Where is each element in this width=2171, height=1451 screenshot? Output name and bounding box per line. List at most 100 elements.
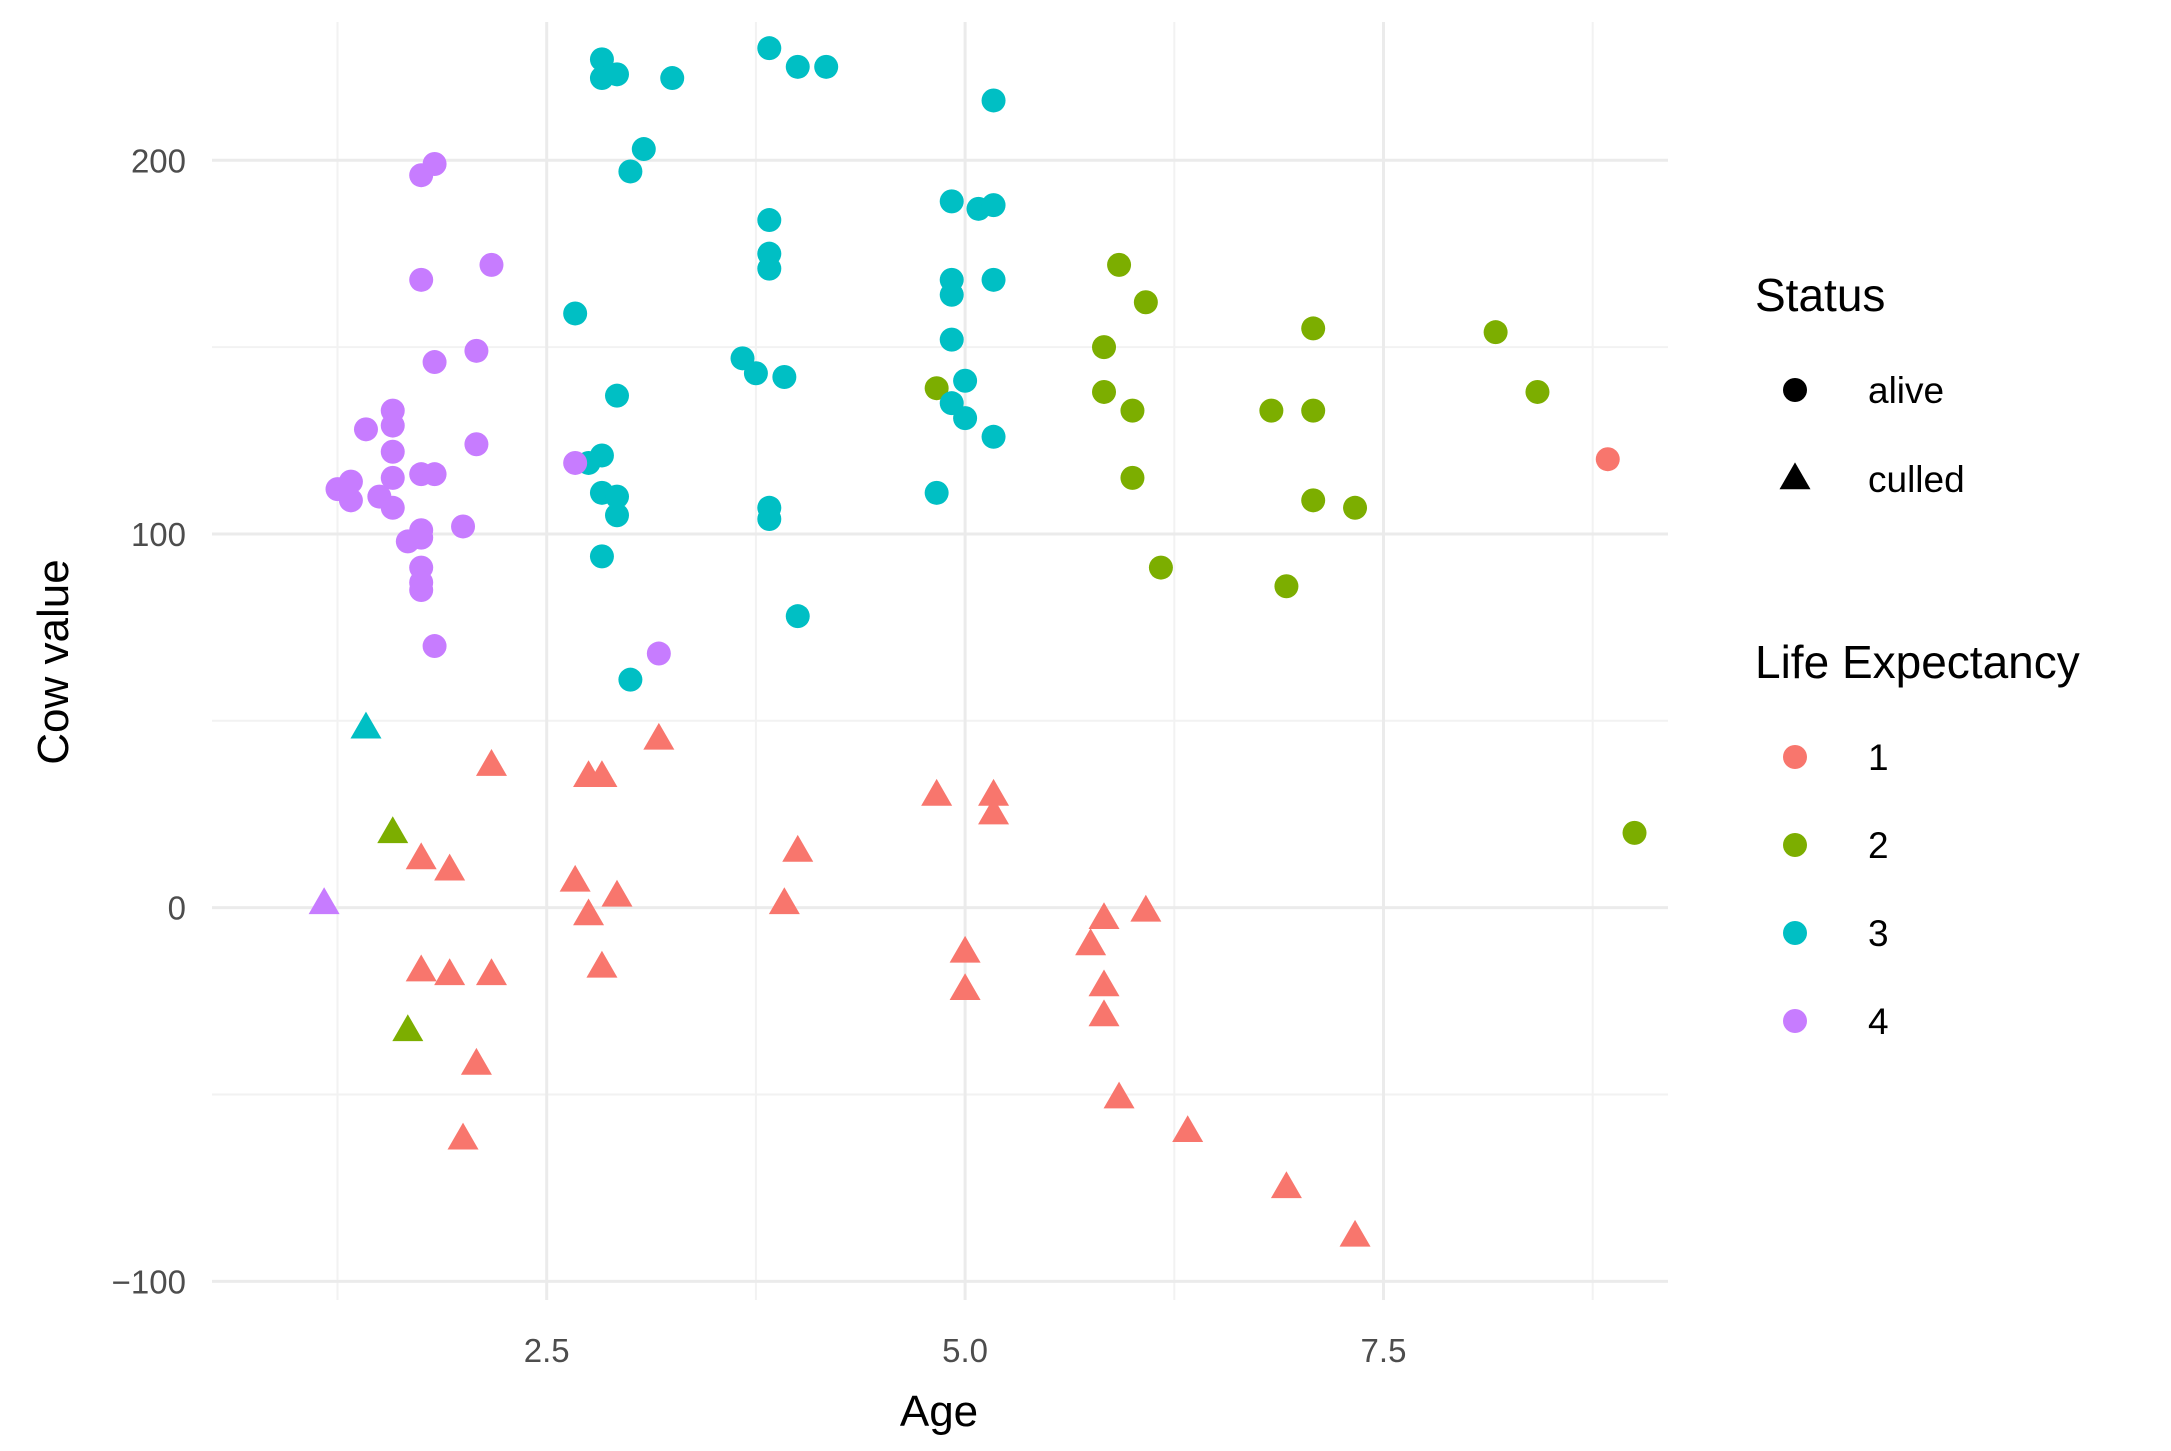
data-point-group-3: [589, 47, 614, 72]
y-tick-label: 100: [131, 516, 186, 553]
x-tick-label: 2.5: [524, 1332, 570, 1369]
data-triangle-group-1: [601, 879, 633, 907]
data-point-group-1: [1595, 447, 1620, 472]
data-point-group-3: [981, 424, 1006, 449]
data-triangle-group-4: [308, 887, 340, 915]
minor-gridlines: [212, 22, 1668, 1300]
data-point-group-2: [1301, 316, 1326, 341]
data-triangle-group-1: [1088, 999, 1120, 1027]
data-triangle-group-1: [978, 778, 1010, 806]
data-triangle-group-1: [586, 950, 618, 978]
data-triangle-group-1: [434, 958, 466, 986]
data-triangle-group-1: [434, 853, 466, 881]
data-triangle-group-1: [405, 842, 437, 870]
data-point-group-3: [785, 54, 810, 79]
data-triangle-group-1: [978, 797, 1010, 825]
legend-color-key: [1783, 921, 1807, 945]
data-triangle-group-1: [475, 748, 507, 776]
legend-life-label: 2: [1868, 825, 1889, 866]
data-point-group-4: [409, 267, 434, 292]
data-points: [308, 36, 1647, 1247]
data-point-group-3: [924, 480, 949, 505]
data-point-group-3: [772, 365, 797, 389]
data-point-group-4: [422, 634, 447, 659]
data-point-group-2: [924, 376, 949, 401]
data-point-group-4: [380, 465, 405, 490]
data-triangle-group-1: [1075, 928, 1107, 956]
data-point-group-3: [618, 667, 643, 692]
data-triangle-group-1: [1172, 1115, 1204, 1143]
data-point-group-3: [631, 137, 656, 162]
data-point-group-4: [422, 350, 447, 375]
y-tick-label: 0: [168, 890, 186, 927]
data-triangle-group-1: [949, 935, 981, 963]
data-triangle-group-2: [377, 816, 409, 844]
data-triangle-group-1: [405, 954, 437, 982]
data-triangle-group-1: [1339, 1219, 1371, 1247]
data-triangle-group-1: [768, 887, 800, 915]
data-point-group-3: [589, 544, 614, 569]
data-point-group-3: [939, 189, 964, 214]
data-point-group-3: [939, 282, 964, 307]
y-axis-title: Cow value: [29, 559, 78, 764]
legend-life-label: 4: [1868, 1001, 1889, 1042]
legend-triangle-key: [1779, 462, 1811, 490]
data-point-group-4: [409, 578, 434, 602]
legend-circle-key: [1783, 378, 1807, 402]
data-point-group-4: [422, 462, 447, 487]
data-point-group-3: [981, 193, 1006, 218]
data-point-group-2: [1120, 465, 1145, 490]
data-triangle-group-1: [1130, 894, 1162, 922]
data-triangle-group-1: [586, 760, 618, 788]
data-triangle-group-1: [559, 864, 591, 892]
data-point-group-3: [605, 484, 630, 509]
x-axis-ticks: 2.5 5.0 7.5: [524, 1332, 1407, 1369]
data-point-group-2: [1107, 252, 1132, 277]
data-triangle-group-3: [350, 711, 382, 739]
data-triangle-group-1: [1088, 902, 1120, 930]
data-triangle-group-1: [1270, 1171, 1302, 1199]
data-point-group-4: [479, 252, 504, 277]
y-axis-ticks: −100 0 100 200: [112, 142, 186, 1300]
data-point-group-2: [1092, 379, 1117, 404]
data-point-group-3: [757, 507, 782, 531]
data-triangle-group-1: [949, 973, 981, 1001]
data-point-group-4: [563, 450, 588, 475]
data-triangle-group-1: [1103, 1081, 1135, 1109]
major-gridlines: [212, 22, 1668, 1300]
data-point-group-2: [1148, 555, 1173, 580]
data-point-group-4: [353, 417, 378, 442]
data-point-group-3: [939, 327, 964, 352]
data-point-group-2: [1092, 335, 1117, 360]
x-tick-label: 5.0: [942, 1332, 988, 1369]
data-point-group-4: [380, 495, 405, 520]
data-point-group-2: [1301, 398, 1326, 423]
data-triangle-group-1: [447, 1122, 479, 1150]
y-tick-label: −100: [112, 1263, 186, 1300]
data-point-group-4: [409, 525, 434, 550]
data-point-group-3: [618, 159, 643, 184]
legend-color-key: [1783, 833, 1807, 857]
data-point-group-4: [422, 152, 447, 176]
legend-life-label: 1: [1868, 737, 1889, 778]
data-point-group-4: [646, 641, 671, 666]
data-point-group-3: [953, 406, 978, 431]
legend-status-label: alive: [1868, 370, 1944, 411]
data-point-group-3: [605, 62, 630, 87]
legend-status-label: culled: [1868, 459, 1965, 500]
data-point-group-2: [1120, 398, 1145, 423]
legend-status-title: Status: [1755, 269, 1885, 321]
data-point-group-2: [1343, 495, 1368, 520]
data-triangle-group-1: [921, 778, 953, 806]
data-point-group-2: [1622, 820, 1647, 845]
data-point-group-3: [757, 208, 782, 233]
data-triangle-group-1: [1088, 969, 1120, 997]
data-point-group-3: [743, 361, 768, 386]
data-point-group-3: [757, 256, 782, 281]
data-point-group-2: [1259, 398, 1284, 423]
data-triangle-group-1: [460, 1047, 492, 1075]
data-point-group-3: [981, 88, 1006, 113]
data-point-group-3: [605, 503, 630, 528]
data-point-group-2: [1525, 379, 1550, 404]
